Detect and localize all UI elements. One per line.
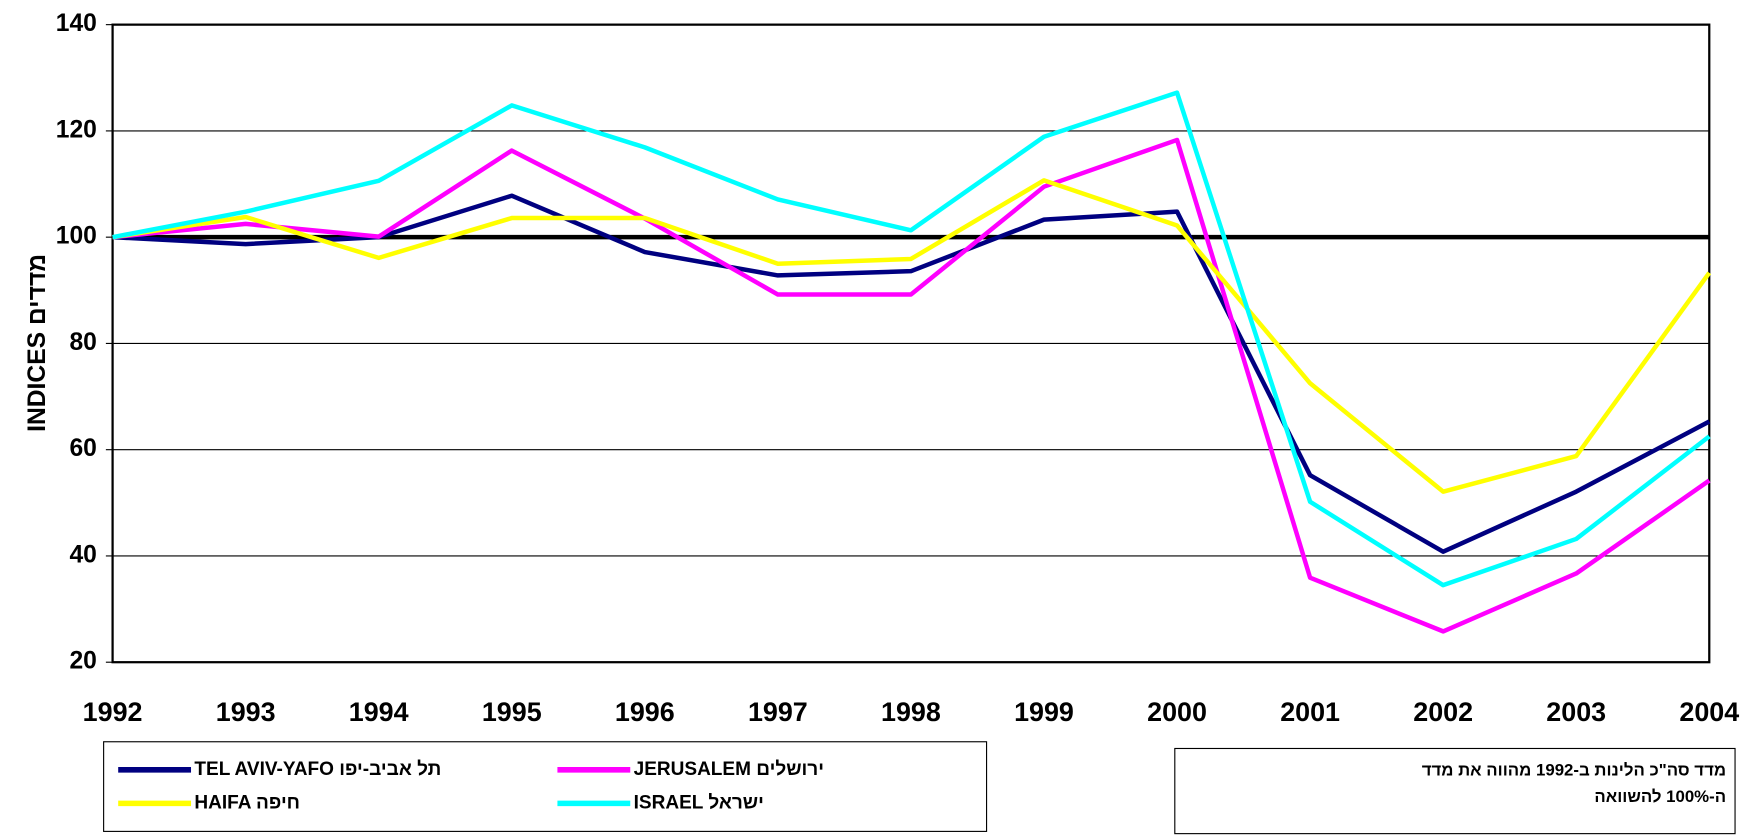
- x-tick-label: 1992: [83, 697, 143, 727]
- x-tick-label: 1994: [349, 697, 409, 727]
- series-line: [112, 137, 1711, 634]
- x-tick-label: 1997: [748, 697, 808, 727]
- x-tick-label: 1996: [615, 697, 675, 727]
- y-tick-label: 80: [69, 329, 96, 356]
- x-tick-label: 1998: [881, 697, 941, 727]
- legend-label: HAIFA חיפה: [194, 792, 300, 813]
- x-tick-label: 1999: [1014, 697, 1074, 727]
- annotation-box: [1174, 747, 1736, 835]
- annotation: ה-100% להשוואה: [1594, 787, 1726, 806]
- annotation: מדד סה"כ הלינות ב-1992 מהווה את מדד: [1422, 760, 1726, 779]
- x-tick-label: 2004: [1679, 697, 1739, 727]
- legend-label: ISRAEL ישראל: [634, 792, 764, 813]
- x-tick-label: 2003: [1546, 697, 1606, 727]
- series-line: [112, 178, 1712, 494]
- y-tick-label: 20: [69, 648, 96, 675]
- legend-label: JERUSALEM ירושלים: [634, 759, 824, 780]
- y-tick-label: 40: [69, 541, 96, 568]
- x-tick-label: 2002: [1413, 697, 1473, 727]
- series-line: [112, 90, 1711, 588]
- y-axis-label: INDICES מדדים: [24, 254, 51, 432]
- x-tick-label: 1993: [216, 697, 276, 727]
- x-tick-label: 1995: [482, 697, 542, 727]
- y-tick-label: 60: [69, 435, 96, 462]
- x-tick-label: 2000: [1147, 697, 1207, 727]
- plot-frame: [111, 23, 1711, 664]
- x-tick-label: 2001: [1280, 697, 1340, 727]
- y-tick-label: 100: [56, 223, 97, 250]
- y-tick-label: 120: [56, 116, 97, 143]
- legend-box: [103, 741, 988, 832]
- y-tick-label: 140: [56, 10, 97, 37]
- legend-label: TEL AVIV-YAFO תל אביב-יפו: [194, 759, 441, 780]
